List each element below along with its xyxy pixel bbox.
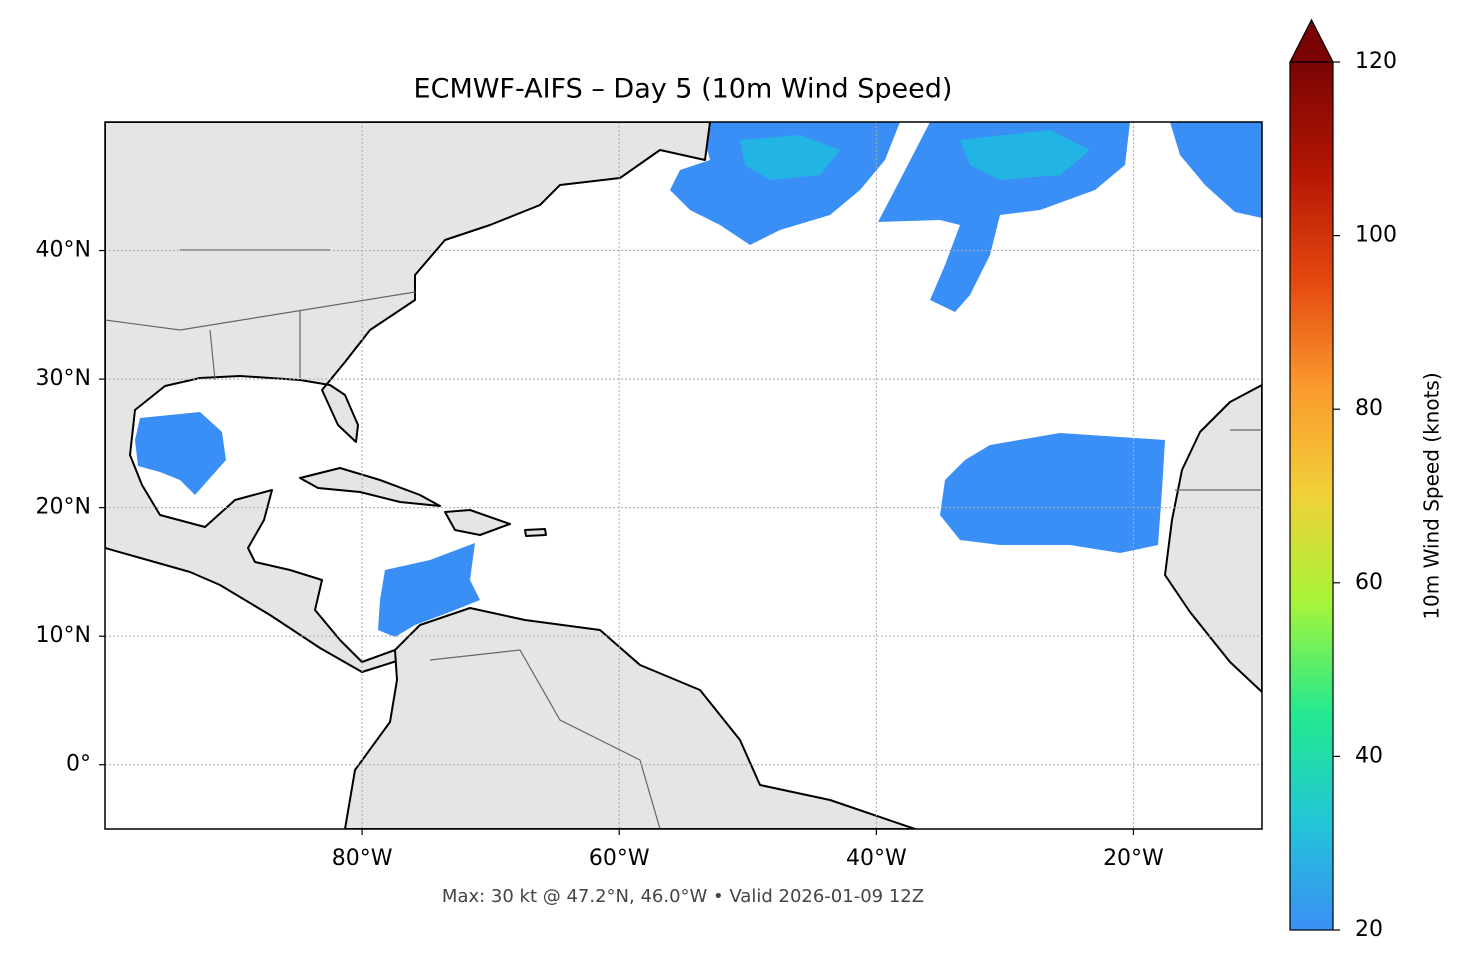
y-tick-label: 10°N [36, 623, 91, 648]
y-tick-label: 30°N [36, 366, 91, 391]
wind-region [1170, 122, 1262, 218]
x-tick-label: 40°W [846, 846, 907, 871]
wind-region [940, 433, 1165, 553]
wind-region [878, 122, 1130, 312]
wind-region [740, 135, 840, 180]
wind-region [378, 543, 480, 637]
map-area [105, 122, 1262, 829]
wind-region [135, 412, 226, 495]
x-tick-label: 20°W [1103, 846, 1164, 871]
y-tick-label: 40°N [36, 238, 91, 263]
map-frame [104, 121, 1263, 830]
wind-region [670, 122, 900, 245]
y-tick-label: 0° [66, 752, 91, 777]
colorbar-tick-label: 120 [1355, 49, 1397, 74]
border [105, 249, 1262, 829]
land [1164, 384, 1262, 693]
wind-region [960, 130, 1090, 180]
x-tick-label: 60°W [589, 846, 650, 871]
land [344, 607, 916, 829]
y-tick-label: 20°N [36, 495, 91, 520]
colorbar [1289, 61, 1334, 931]
chart-title: ECMWF-AIFS – Day 5 (10m Wind Speed) [414, 74, 953, 105]
colorbar-tick-label: 60 [1355, 570, 1383, 595]
colorbar-label: 10m Wind Speed (knots) [1420, 372, 1444, 619]
colorbar-extension [1289, 18, 1334, 63]
land [524, 528, 547, 537]
x-tick-label: 80°W [332, 846, 393, 871]
footnote: Max: 30 kt @ 47.2°N, 46.0°W • Valid 2026… [442, 886, 924, 907]
colorbar-tick-label: 80 [1355, 396, 1383, 421]
land [444, 509, 511, 536]
colorbar-tick-label: 100 [1355, 223, 1397, 248]
land [299, 467, 441, 507]
colorbar-tick-label: 20 [1355, 917, 1383, 942]
grid [105, 122, 1262, 829]
colorbar-tick-label: 40 [1355, 743, 1383, 768]
